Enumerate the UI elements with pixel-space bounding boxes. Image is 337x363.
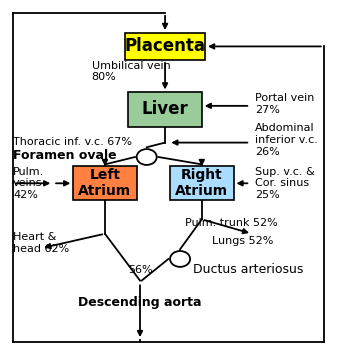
Text: Ductus arteriosus: Ductus arteriosus [193, 263, 304, 276]
Text: Right
Atrium: Right Atrium [175, 168, 228, 199]
Text: Abdominal
inferior v.c.
26%: Abdominal inferior v.c. 26% [255, 123, 318, 157]
FancyBboxPatch shape [128, 92, 202, 127]
Text: Umbilical vein
80%: Umbilical vein 80% [92, 61, 170, 82]
Ellipse shape [170, 251, 190, 267]
Text: Sup. v.c. &
Cor. sinus
25%: Sup. v.c. & Cor. sinus 25% [255, 167, 315, 200]
Text: Left
Atrium: Left Atrium [79, 168, 131, 199]
Text: Foramen ovale: Foramen ovale [13, 149, 117, 162]
Text: Heart &
head 62%: Heart & head 62% [13, 232, 69, 253]
Text: Pulm.
veins
42%: Pulm. veins 42% [13, 167, 44, 200]
FancyBboxPatch shape [125, 33, 205, 60]
FancyBboxPatch shape [170, 166, 234, 200]
Text: 56%: 56% [128, 265, 152, 275]
Text: Thoracic inf. v.c. 67%: Thoracic inf. v.c. 67% [13, 137, 132, 147]
FancyBboxPatch shape [73, 166, 137, 200]
Text: Pulm. trunk 52%: Pulm. trunk 52% [185, 218, 278, 228]
Text: Liver: Liver [142, 101, 188, 118]
Text: Portal vein
27%: Portal vein 27% [255, 93, 315, 115]
Text: Descending aorta: Descending aorta [78, 296, 202, 309]
Text: Lungs 52%: Lungs 52% [212, 236, 273, 246]
Text: Placenta: Placenta [125, 37, 206, 56]
Ellipse shape [137, 149, 157, 165]
